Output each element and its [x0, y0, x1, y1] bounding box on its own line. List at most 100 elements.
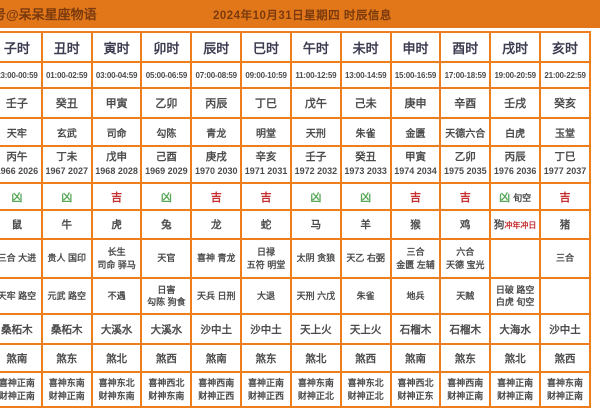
gods-direction-cell: 喜神西南 财神正南	[439, 371, 492, 408]
hour-cell: 酉时	[439, 31, 492, 63]
table-row: 子时 丑时 寅时 卯时 辰时 巳时 午时 未时 申时 酉时 戌时 亥时	[0, 31, 591, 63]
luck-cell: 凶 旬空	[489, 182, 542, 211]
gods-direction-cell: 喜神正南 财神正南	[489, 371, 542, 408]
zodiac-cell: 牛	[40, 209, 93, 240]
nayin-cell: 沙中土	[190, 313, 243, 345]
sha-direction-cell: 煞东	[40, 343, 93, 373]
time-range-cell: 19:00-20:59	[489, 61, 542, 89]
ganzhi-cell: 壬子	[0, 87, 43, 119]
inauspicious-gods-cell: 地兵	[389, 277, 442, 315]
gods-direction-cell: 喜神东北 财神东南	[90, 371, 143, 408]
hour-cell: 戌时	[489, 31, 542, 63]
ganzhi-cell: 辛酉	[439, 87, 492, 119]
luck-cell: 凶	[289, 182, 342, 211]
hour-cell: 午时	[289, 31, 342, 63]
inauspicious-gods-cell: 日破 路空 白虎 旬空	[489, 277, 542, 315]
jiazi-year-cell: 丁巳 1977 2037	[539, 145, 591, 184]
jiazi-year-cell: 丙午1966 2026	[0, 145, 43, 184]
star-cell: 金匮	[389, 117, 442, 147]
table-row: 天牢 玄武 司命 勾陈 青龙 明堂 天刑 朱雀 金匮 天德六合 白虎 玉堂	[0, 117, 591, 147]
time-range-cell: 17:00-18:59	[439, 61, 492, 89]
gods-direction-cell: 喜神东南 财神正南	[40, 371, 93, 408]
watermark: 号@呆呆星座物语	[0, 7, 97, 22]
hour-cell: 丑时	[40, 31, 93, 63]
zodiac-cell: 狗冲年冲日	[489, 209, 542, 240]
inauspicious-gods-cell	[539, 277, 591, 315]
auspicious-gods-cell: 喜神 青龙	[190, 238, 243, 279]
table-row: 23:00-00:59 01:00-02:59 03:00-04:59 05:00-0…	[0, 61, 591, 89]
nayin-cell: 沙中土	[539, 313, 591, 345]
luck-cell: 吉	[90, 182, 143, 211]
gods-direction-cell: 喜神西北 财神东南	[140, 371, 193, 408]
hour-cell: 亥时	[539, 31, 591, 63]
jiazi-year-cell: 戊申 1968 2028	[90, 145, 143, 184]
star-cell: 天牢	[0, 117, 43, 147]
gods-direction-cell: 喜神正南 财神正西	[240, 371, 292, 408]
nayin-cell: 桑柘木	[0, 313, 43, 345]
auspicious-gods-cell: 贵人 国印	[40, 238, 93, 279]
zodiac-cell: 马	[289, 209, 342, 240]
time-range-cell: 23:00-00:59	[0, 61, 43, 89]
nayin-cell: 大海水	[489, 313, 542, 345]
jiazi-year-cell: 乙卯 1975 2035	[439, 145, 492, 184]
hour-cell: 子时	[0, 31, 43, 63]
nayin-cell: 石榴木	[389, 313, 442, 345]
star-cell: 天刑	[289, 117, 342, 147]
jiazi-year-cell: 丙辰 1976 2036	[489, 145, 542, 184]
header-band: 号@呆呆星座物语 2024年10月31日星期四 时辰信息	[0, 0, 600, 28]
ganzhi-cell: 戊午	[289, 87, 342, 119]
hour-cell: 申时	[389, 31, 442, 63]
ganzhi-cell: 癸丑	[40, 87, 93, 119]
time-range-cell: 07:00-08:59	[190, 61, 243, 89]
star-cell: 白虎	[489, 117, 542, 147]
luck-cell: 凶	[0, 182, 43, 211]
ganzhi-cell: 壬戌	[489, 87, 542, 119]
jiazi-year-cell: 己酉 1969 2029	[140, 145, 193, 184]
sha-direction-cell: 煞北	[90, 343, 143, 373]
jiazi-year-cell: 丁未 1967 2027	[40, 145, 93, 184]
hour-cell: 巳时	[240, 31, 292, 63]
table-row: 壬子 癸丑 甲寅 乙卯 丙辰 丁巳 戊午 己未 庚申 辛酉 壬戌 癸亥	[0, 87, 591, 119]
luck-cell: 吉	[539, 182, 591, 211]
luck-cell: 凶	[40, 182, 93, 211]
jiazi-year-cell: 庚戌 1970 2030	[190, 145, 243, 184]
time-range-cell: 13:00-14:59	[339, 61, 392, 89]
time-range-cell: 15:00-16:59	[389, 61, 442, 89]
zodiac-cell: 龙	[190, 209, 243, 240]
auspicious-gods-cell: 日禄 五符 明堂	[240, 238, 292, 279]
luck-cell: 吉	[240, 182, 292, 211]
auspicious-gods-cell: 天官	[140, 238, 193, 279]
jiazi-year-cell: 辛亥 1971 2031	[240, 145, 292, 184]
inauspicious-gods-cell: 天牢 路空	[0, 277, 43, 315]
nayin-cell: 桑柘木	[40, 313, 93, 345]
zodiac-cell: 猴	[389, 209, 442, 240]
nayin-cell: 天上火	[339, 313, 392, 345]
luck-cell: 吉	[439, 182, 492, 211]
inauspicious-gods-cell: 大退	[240, 277, 292, 315]
zodiac-cell: 虎	[90, 209, 143, 240]
page-title: 2024年10月31日星期四 时辰信息	[213, 10, 392, 22]
inauspicious-gods-cell: 不遇	[90, 277, 143, 315]
nayin-cell: 大溪水	[140, 313, 193, 345]
gods-direction-cell: 喜神东南 财神正南	[539, 371, 591, 408]
time-range-cell: 09:00-10:59	[240, 61, 292, 89]
inauspicious-gods-cell: 天刑 六戊	[289, 277, 342, 315]
sha-direction-cell: 煞南	[190, 343, 243, 373]
luck-cell: 吉	[190, 182, 243, 211]
gods-direction-cell: 喜神东南 财神正北	[289, 371, 342, 408]
star-cell: 天德六合	[439, 117, 492, 147]
ganzhi-cell: 癸亥	[539, 87, 591, 119]
star-cell: 朱雀	[339, 117, 392, 147]
auspicious-gods-cell	[489, 238, 542, 279]
ganzhi-cell: 己未	[339, 87, 392, 119]
time-range-cell: 03:00-04:59	[90, 61, 143, 89]
auspicious-gods-cell: 三合	[539, 238, 591, 279]
zodiac-cell: 猪	[539, 209, 591, 240]
time-range-cell: 05:00-06:59	[140, 61, 193, 89]
auspicious-gods-cell: 天乙 右弼	[339, 238, 392, 279]
time-range-cell: 11:00-12:59	[289, 61, 342, 89]
sha-direction-cell: 煞南	[389, 343, 442, 373]
gods-direction-cell: 喜神西南 财神正西	[190, 371, 243, 408]
hour-cell: 卯时	[140, 31, 193, 63]
luck-cell: 吉	[389, 182, 442, 211]
